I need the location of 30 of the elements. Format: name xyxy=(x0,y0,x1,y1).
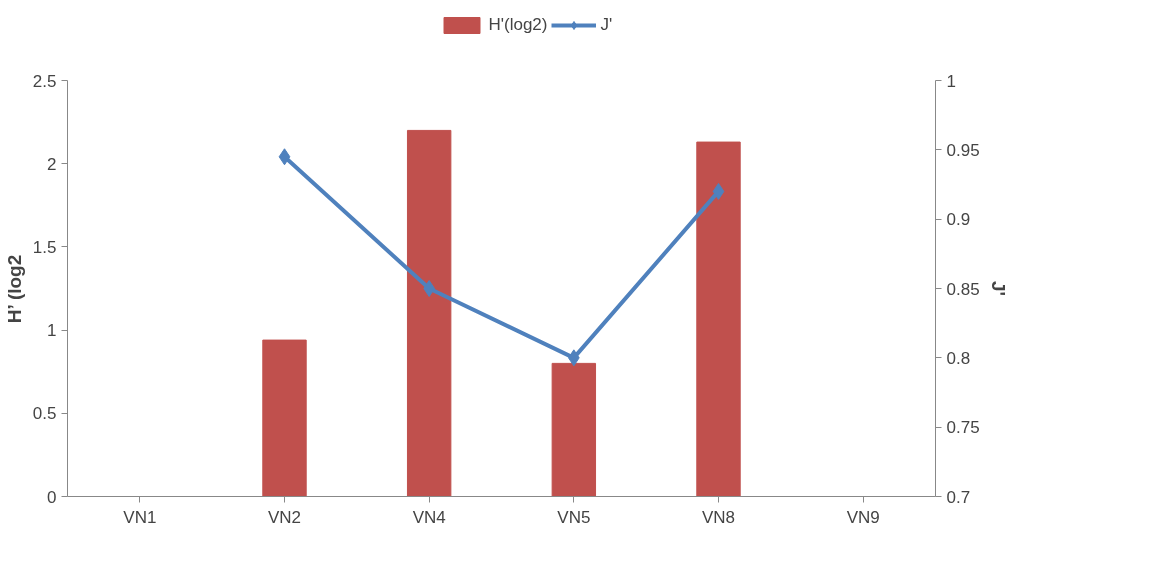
y2-tick-label: 0.9 xyxy=(946,210,971,230)
y2-tick-label: 0.8 xyxy=(946,348,971,368)
y-tick-label: 1 xyxy=(47,321,57,341)
y-tick-label: 1.5 xyxy=(32,237,57,257)
y2-tick-label: 0.95 xyxy=(946,140,980,160)
y2-axis-title: J' xyxy=(987,280,1009,297)
bar xyxy=(551,362,597,497)
y-tick-label: 0.5 xyxy=(32,404,57,424)
bar xyxy=(406,129,452,497)
x-tick-label: VN4 xyxy=(412,507,446,527)
y-axis-title: H’ (log2 xyxy=(3,254,25,324)
y2-tick-label: 0.85 xyxy=(946,279,980,299)
bar xyxy=(696,141,741,497)
legend-label: J' xyxy=(600,15,614,35)
y-tick-label: 0 xyxy=(47,487,57,507)
x-tick-label: VN8 xyxy=(701,507,736,527)
y2-tick-label: 0.75 xyxy=(946,418,980,438)
point xyxy=(278,148,291,166)
y2-tick-label: 1 xyxy=(946,71,956,91)
x-tick-label: VN9 xyxy=(846,507,880,527)
legend-label: H'(log2) xyxy=(488,15,548,35)
x-tick-label: VN2 xyxy=(267,507,302,527)
x-tick-label: VN1 xyxy=(123,507,157,527)
bar xyxy=(262,339,307,497)
y2-tick-label: 0.7 xyxy=(946,487,971,507)
point xyxy=(712,182,725,200)
y-tick-label: 2.5 xyxy=(32,71,57,91)
x-tick-label: VN5 xyxy=(557,507,591,527)
point xyxy=(423,280,435,297)
y-tick-label: 2 xyxy=(47,154,57,174)
